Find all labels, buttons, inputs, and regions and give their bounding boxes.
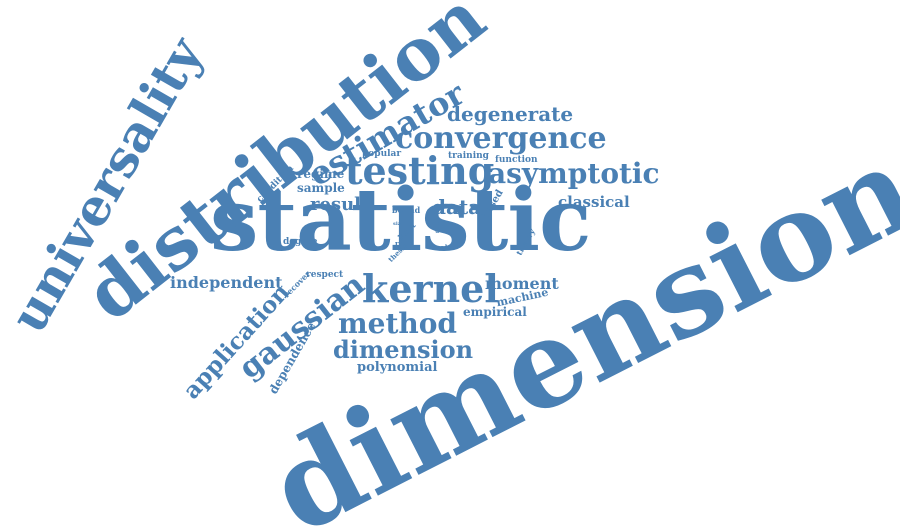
word-fixed: fixed (435, 219, 442, 234)
word-scale: scale (432, 243, 452, 252)
word-classical: classical (558, 193, 630, 211)
word-bound: bound (392, 205, 421, 215)
word-data: data (432, 195, 482, 219)
word-independent: independent (170, 273, 283, 292)
word-method: method (338, 307, 457, 340)
word-popular: popular (362, 149, 402, 159)
word-testing: testing (345, 148, 495, 193)
word-size: size (393, 221, 404, 227)
word-kernel: kernel (362, 266, 499, 311)
word-empirical: empirical (463, 305, 527, 319)
word-degenerate: degenerate (447, 102, 574, 126)
word-regime: regime (297, 167, 345, 181)
word-respect: respect (306, 270, 344, 280)
word-ratio: ratio (395, 239, 414, 248)
word-convergence: convergence (395, 121, 607, 156)
word-dimension: dimension (333, 335, 474, 364)
word-degree: degree (283, 237, 318, 247)
word-moment: moment (485, 274, 559, 293)
word-recover: recover (281, 268, 313, 300)
word-asymptotic: asymptotic (488, 157, 660, 190)
word-sample: sample (297, 181, 345, 195)
word-function: function (495, 155, 538, 165)
word-training: training (448, 151, 489, 161)
word-statistic: statistic (210, 170, 591, 271)
word-result: result (310, 194, 370, 215)
word-polynomial: polynomial (357, 360, 438, 375)
